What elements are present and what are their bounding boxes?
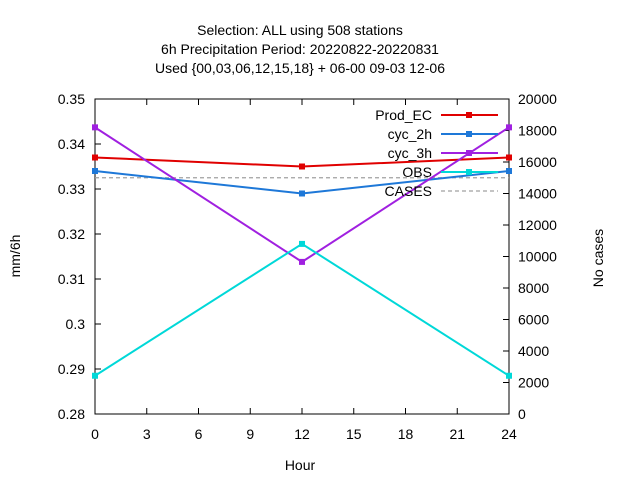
x-axis-label: Hour: [285, 457, 316, 473]
x-tick-label: 21: [449, 426, 465, 442]
data-point: [92, 154, 98, 161]
data-point: [92, 124, 98, 131]
y2-tick-label: 2000: [518, 375, 549, 391]
legend-marker: [466, 169, 472, 175]
data-point: [299, 258, 305, 265]
data-point: [92, 372, 98, 379]
chart-title-line: 6h Precipitation Period: 20220822-202208…: [161, 41, 439, 57]
data-point: [506, 154, 512, 161]
legend-label: CASES: [385, 183, 432, 199]
x-tick-label: 6: [195, 426, 203, 442]
y-tick-label: 0.33: [58, 181, 85, 197]
legend-marker: [466, 131, 472, 137]
data-point: [299, 190, 305, 197]
x-tick-label: 0: [91, 426, 99, 442]
y2-tick-label: 0: [518, 406, 526, 422]
x-tick-label: 24: [501, 426, 517, 442]
legend-label: cyc_3h: [388, 145, 432, 161]
data-point: [299, 163, 305, 170]
series-line-cyc-2h: [94, 170, 510, 195]
data-point: [506, 124, 512, 131]
data-point: [299, 240, 305, 247]
y-tick-label: 0.32: [58, 226, 85, 242]
y-tick-label: 0.3: [66, 316, 86, 332]
legend-marker: [466, 112, 472, 118]
legend-label: OBS: [402, 164, 432, 180]
y-tick-label: 0.31: [58, 271, 85, 287]
chart-title-line: Selection: ALL using 508 stations: [197, 22, 403, 38]
y2-tick-label: 16000: [518, 154, 557, 170]
legend-marker: [466, 150, 472, 156]
x-tick-label: 3: [143, 426, 151, 442]
y-tick-label: 0.34: [58, 136, 85, 152]
x-tick-label: 9: [246, 426, 254, 442]
x-tick-label: 15: [346, 426, 362, 442]
y-tick-label: 0.28: [58, 406, 85, 422]
y2-tick-label: 10000: [518, 249, 557, 265]
y2-tick-label: 12000: [518, 217, 557, 233]
y-axis-label: mm/6h: [7, 235, 23, 278]
y2-tick-label: 18000: [518, 123, 557, 139]
y2-tick-label: 4000: [518, 343, 549, 359]
legend-label: Prod_EC: [375, 107, 432, 123]
chart-title-line: Used {00,03,06,12,15,18} + 06-00 09-03 1…: [155, 60, 445, 76]
x-tick-label: 18: [398, 426, 414, 442]
y2-tick-label: 20000: [518, 91, 557, 107]
data-point: [92, 168, 98, 174]
y2-tick-label: 14000: [518, 186, 557, 202]
x-tick-label: 12: [294, 426, 310, 442]
y-tick-label: 0.35: [58, 91, 85, 107]
y-tick-label: 0.29: [58, 361, 85, 377]
y2-axis-label: No cases: [590, 229, 606, 287]
legend-label: cyc_2h: [388, 126, 432, 142]
data-point: [506, 168, 512, 174]
plot-frame: [94, 98, 510, 415]
y2-tick-label: 6000: [518, 312, 549, 328]
y2-tick-label: 8000: [518, 280, 549, 296]
data-point: [506, 372, 512, 379]
